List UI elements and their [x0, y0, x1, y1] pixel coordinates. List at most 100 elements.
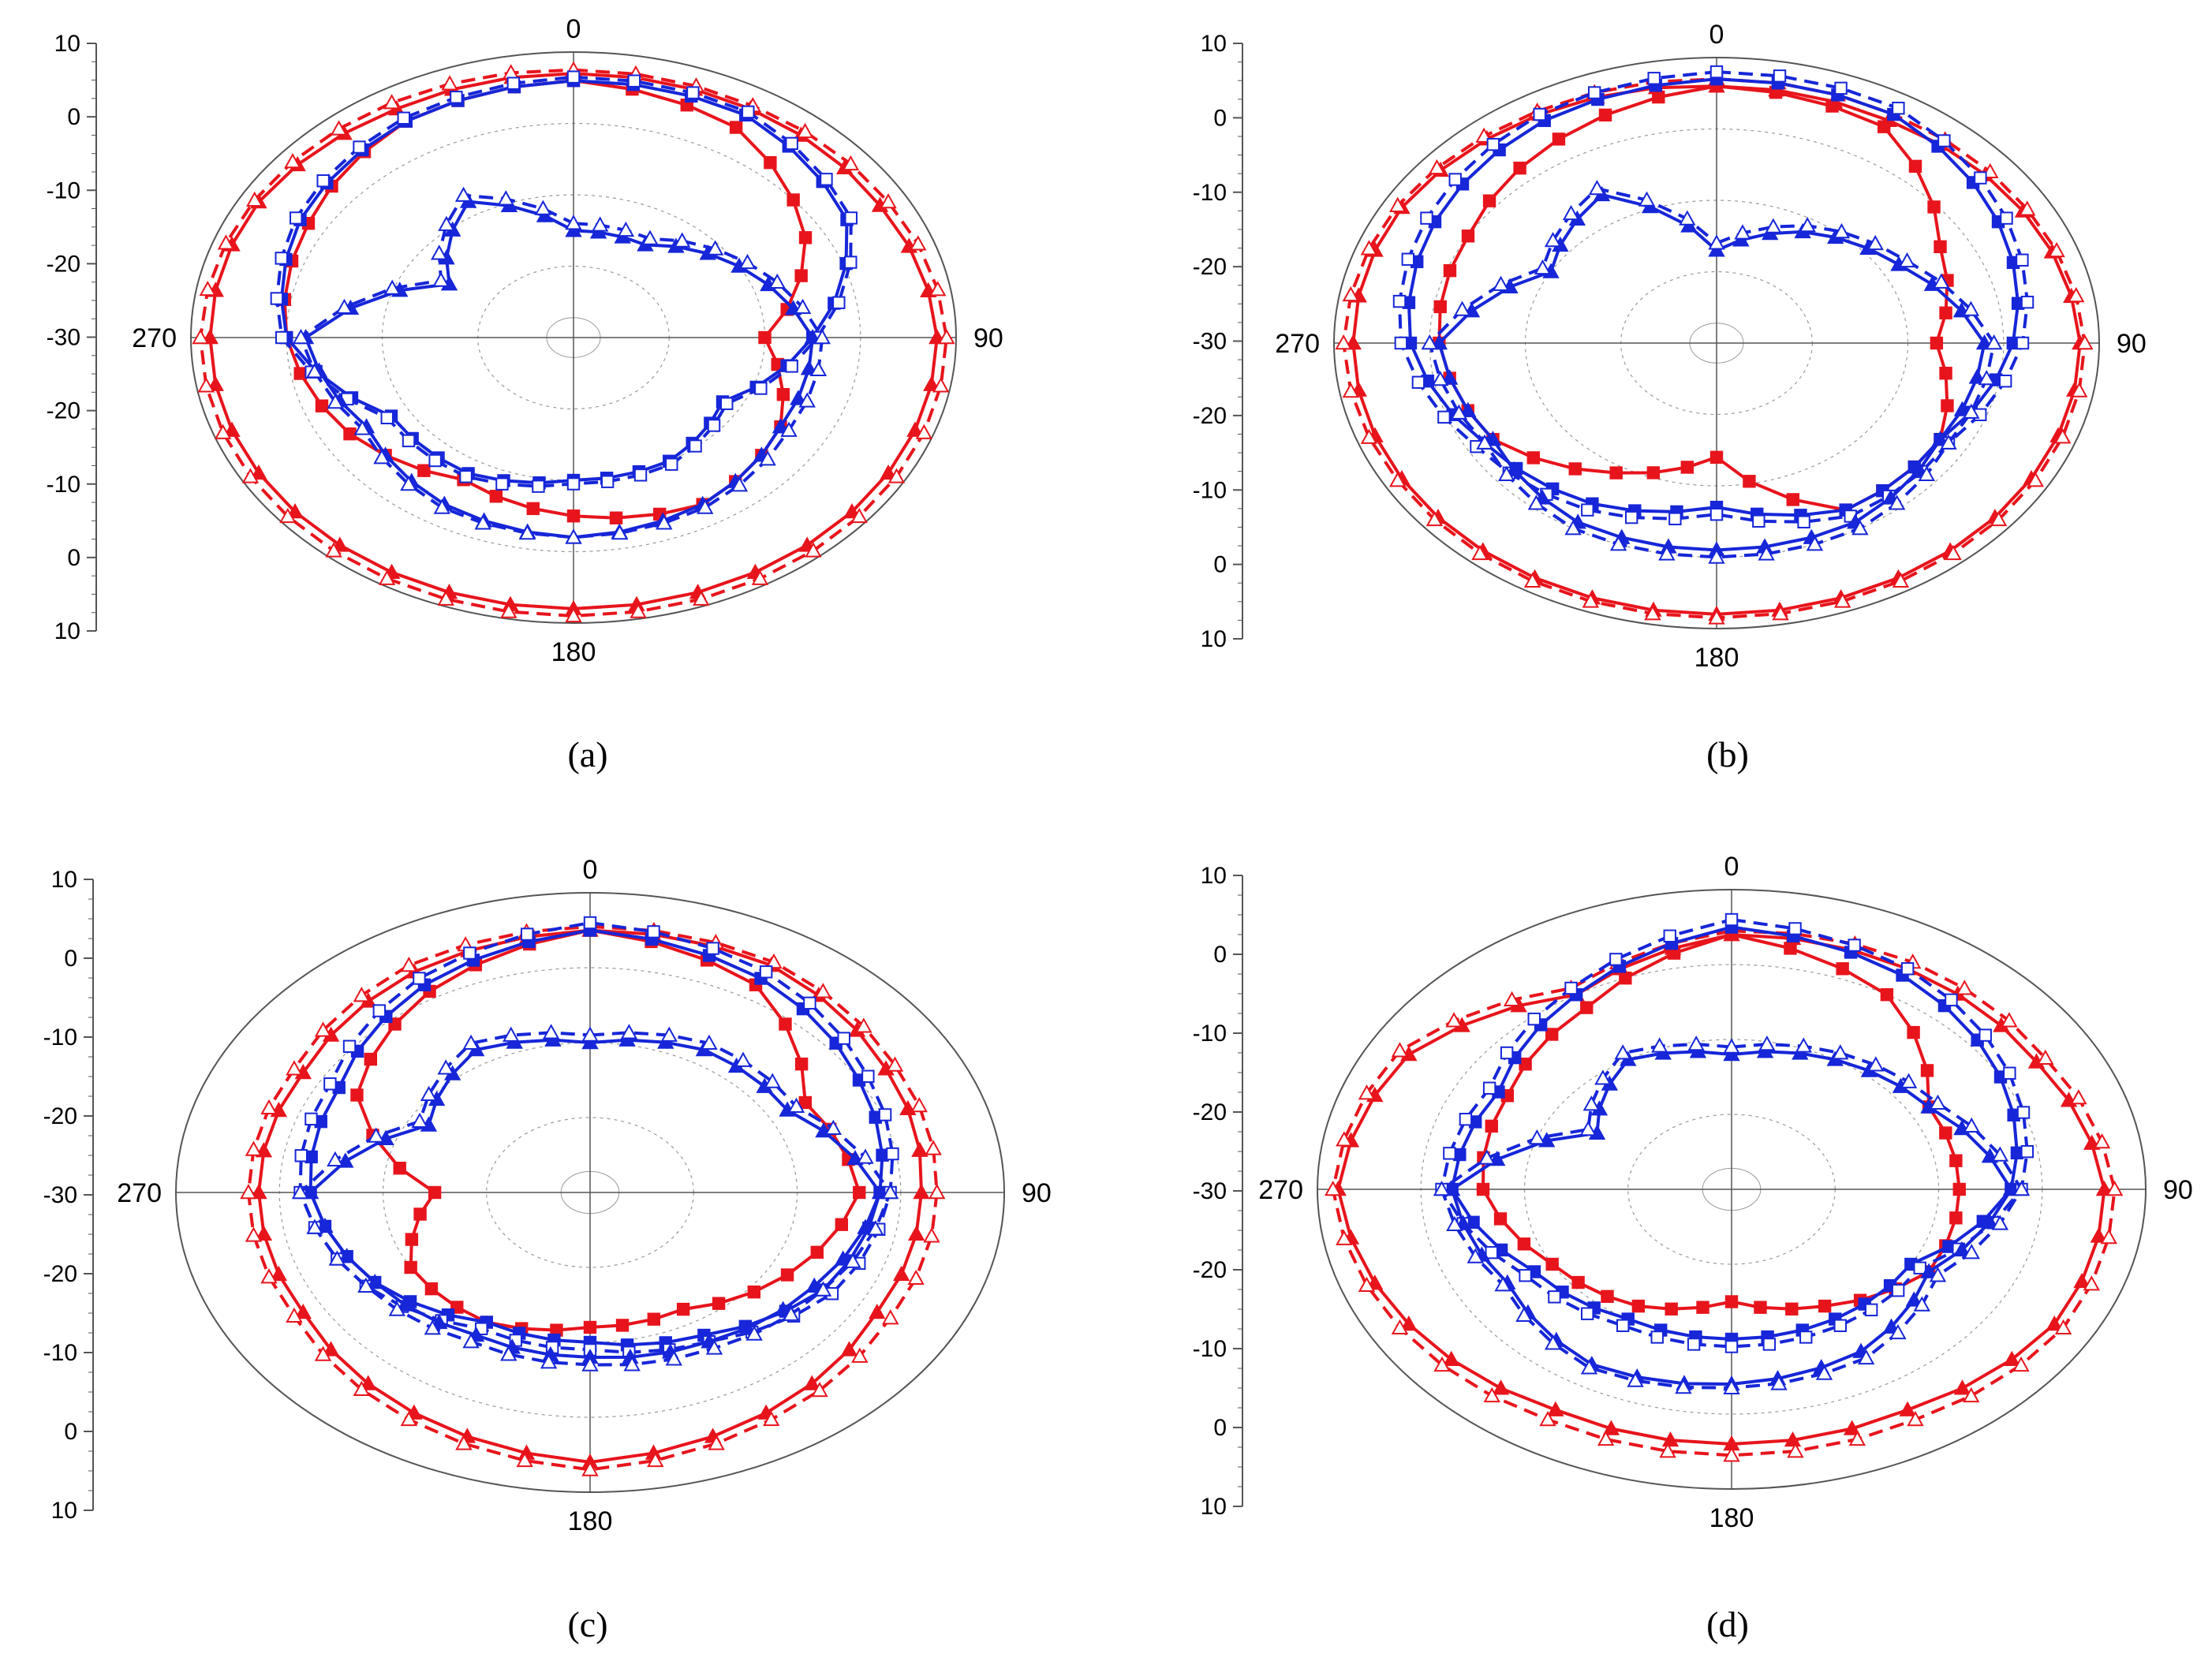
series-marker	[1843, 1420, 1861, 1435]
series-marker	[1770, 1375, 1788, 1390]
series-marker	[500, 1345, 518, 1361]
series-marker	[1818, 1299, 1832, 1313]
series-marker	[1787, 1442, 1804, 1458]
series-marker	[217, 234, 235, 250]
series-marker	[1324, 1180, 1342, 1196]
series-marker	[633, 468, 648, 482]
series-marker	[1631, 1299, 1646, 1313]
series-marker	[1485, 1119, 1498, 1133]
series-marker	[794, 298, 812, 314]
series-marker	[689, 439, 702, 453]
series-marker	[353, 140, 366, 154]
series-marker	[1360, 240, 1378, 256]
series-marker	[1598, 108, 1612, 122]
series-marker	[330, 120, 348, 136]
series-marker	[915, 424, 933, 439]
series-marker	[199, 280, 216, 297]
series-marker	[1892, 572, 1910, 588]
series-marker	[328, 1250, 346, 1266]
series-marker	[462, 1034, 480, 1050]
series-marker	[322, 1341, 340, 1357]
series-marker	[745, 1325, 763, 1341]
series-marker	[1956, 980, 1973, 995]
radial-tick-label: 10	[54, 618, 80, 644]
series-marker	[454, 186, 473, 202]
series-marker	[754, 382, 768, 395]
series-marker	[1461, 230, 1475, 243]
series-marker	[1892, 101, 1905, 115]
series-marker	[1494, 1276, 1511, 1292]
series-marker	[1963, 403, 1980, 419]
series-marker	[1609, 536, 1627, 551]
series-marker	[660, 1026, 678, 1042]
series-marker	[764, 1073, 781, 1088]
panel-d: 0 90 180 270 10 0 -10 -20 -30 -20 -10 0 10	[1193, 852, 2193, 1533]
series-marker	[518, 524, 536, 540]
radial-tick-label: -30	[43, 1182, 77, 1208]
series-marker	[542, 1024, 560, 1039]
series-marker	[798, 1095, 812, 1110]
series-marker	[2070, 1089, 2087, 1105]
series-marker	[1891, 1284, 1905, 1297]
series-marker	[413, 972, 426, 985]
series-marker	[1394, 336, 1408, 350]
series-marker	[1953, 1379, 1971, 1395]
series-marker	[1342, 285, 1359, 302]
angle-label-180: 180	[551, 637, 596, 667]
series-marker	[462, 1333, 480, 1349]
series-marker	[620, 1024, 638, 1039]
series-marker	[1968, 368, 1986, 384]
series-marker	[1486, 137, 1500, 151]
series-marker	[540, 1353, 558, 1369]
series-marker	[1723, 1446, 1740, 1462]
series-marker	[794, 269, 808, 282]
angle-label-90: 90	[1022, 1178, 1052, 1208]
series-marker	[1658, 545, 1676, 561]
series-marker	[353, 1380, 371, 1397]
series-marker	[880, 464, 897, 480]
series-marker	[506, 77, 521, 90]
series-marker	[367, 1127, 385, 1143]
series-marker	[911, 1141, 929, 1157]
series-marker	[886, 1147, 899, 1161]
series-marker	[350, 1088, 364, 1102]
series-marker	[207, 375, 224, 391]
series-marker	[1991, 1215, 2009, 1230]
series-marker	[372, 1004, 387, 1017]
series-marker	[783, 1305, 800, 1321]
series-marker	[1389, 196, 1407, 212]
series-marker	[820, 173, 833, 186]
series-marker	[780, 421, 798, 437]
radial-tick-label: 0	[64, 946, 77, 972]
series-marker	[420, 1085, 438, 1102]
series-marker	[255, 1225, 273, 1241]
series-marker	[1991, 1146, 2009, 1162]
series-marker	[787, 193, 800, 207]
series-marker	[402, 434, 416, 448]
series-marker	[686, 86, 700, 99]
series-marker	[581, 1026, 599, 1042]
series-marker	[1687, 1035, 1705, 1051]
series-marker	[441, 75, 458, 91]
series-marker	[835, 1218, 849, 1231]
series-marker	[851, 1347, 869, 1363]
series-marker	[734, 1051, 752, 1067]
series-marker	[844, 256, 858, 269]
series-marker	[1547, 1401, 1564, 1416]
series-marker	[1493, 1212, 1508, 1226]
series-marker	[343, 427, 357, 441]
series-marker	[665, 457, 678, 471]
angle-label-0: 0	[1724, 852, 1739, 882]
series-marker	[1505, 461, 1523, 477]
series-marker	[1651, 1037, 1668, 1053]
series-marker	[1428, 159, 1446, 175]
series-marker	[676, 1302, 690, 1316]
series-marker	[500, 603, 518, 618]
series-marker	[2020, 1144, 2035, 1159]
series-marker	[565, 215, 582, 230]
series-marker	[294, 1303, 312, 1319]
series-marker	[611, 524, 629, 540]
series-marker	[335, 298, 353, 314]
series-marker	[327, 1151, 344, 1166]
series-marker	[706, 942, 719, 955]
